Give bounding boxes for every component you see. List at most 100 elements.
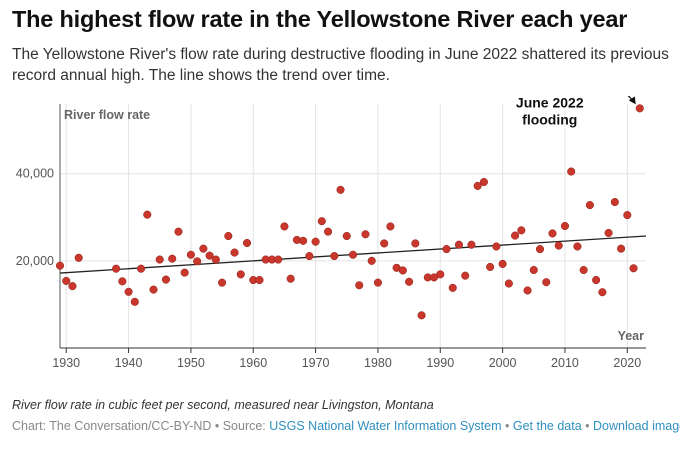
data-point	[592, 275, 601, 285]
data-point	[498, 259, 507, 268]
data-point	[604, 228, 613, 238]
data-point	[155, 255, 164, 264]
data-point	[280, 222, 289, 231]
data-point	[635, 104, 644, 113]
data-point	[205, 251, 214, 260]
data-point	[610, 197, 619, 207]
data-point	[517, 226, 526, 235]
data-point	[454, 240, 464, 249]
data-point	[535, 245, 545, 254]
data-point	[224, 231, 233, 241]
data-point	[479, 177, 488, 187]
data-point	[112, 264, 121, 273]
x-tick-label: 1970	[302, 356, 330, 370]
data-point	[405, 277, 414, 286]
data-point	[554, 241, 563, 250]
data-point	[180, 268, 189, 277]
credits-separator: •	[501, 419, 513, 433]
data-point	[255, 275, 264, 285]
data-point	[305, 252, 314, 261]
data-point	[585, 201, 594, 210]
x-axis-label: Year	[618, 329, 645, 343]
data-point	[74, 253, 83, 262]
annotation-arrowhead	[628, 96, 636, 105]
data-point	[361, 230, 370, 239]
chart-credits: Chart: The Conversation/CC-BY-ND • Sourc…	[12, 419, 680, 433]
x-tick-label: 1930	[52, 356, 80, 370]
data-point	[492, 242, 501, 251]
data-point	[623, 211, 632, 220]
data-point	[236, 270, 245, 279]
chart-subtitle: The Yellowstone River's flow rate during…	[12, 46, 669, 84]
data-point	[467, 240, 476, 249]
data-point	[218, 278, 227, 287]
x-tick-label: 1960	[239, 356, 267, 370]
data-point	[118, 277, 127, 286]
data-point	[386, 222, 395, 231]
data-point	[548, 229, 557, 238]
annotation-label: June 2022	[516, 96, 584, 110]
data-point	[143, 210, 152, 219]
get-data-link[interactable]: Get the data	[512, 419, 582, 433]
data-point	[299, 236, 308, 245]
data-point	[174, 227, 183, 236]
data-point	[130, 297, 139, 306]
data-point	[136, 264, 146, 273]
data-point	[486, 262, 495, 272]
y-axis-label: River flow rate	[64, 108, 150, 122]
x-tick-label: 2000	[489, 356, 517, 370]
x-tick-label: 1950	[177, 356, 205, 370]
data-point	[317, 217, 326, 226]
data-point	[348, 250, 358, 259]
x-tick-label: 1990	[426, 356, 454, 370]
data-point	[168, 254, 177, 263]
data-point	[380, 239, 389, 248]
x-tick-label: 1980	[364, 356, 392, 370]
data-point	[579, 265, 588, 275]
data-point	[330, 252, 339, 261]
data-point	[367, 256, 376, 265]
data-point	[311, 237, 320, 246]
annotation-label: flooding	[522, 111, 577, 127]
data-point	[68, 282, 77, 291]
data-point	[274, 255, 283, 264]
data-point	[448, 283, 457, 292]
data-point	[511, 231, 520, 240]
data-point	[242, 238, 252, 248]
data-point	[55, 261, 65, 270]
data-point	[504, 279, 513, 288]
data-point	[355, 281, 364, 290]
data-point	[542, 278, 551, 287]
data-point	[567, 167, 576, 176]
credits-text: Chart: The Conversation/CC-BY-ND • Sourc…	[12, 419, 270, 433]
data-point	[199, 244, 208, 253]
data-point	[411, 239, 420, 248]
source-link[interactable]: USGS National Water Information System	[269, 419, 502, 433]
data-point	[186, 250, 195, 259]
data-point	[436, 270, 445, 279]
download-image-link[interactable]: Download image	[593, 419, 680, 433]
data-point	[62, 276, 71, 285]
data-point	[629, 264, 638, 273]
data-point	[193, 257, 202, 266]
data-point	[161, 275, 171, 284]
data-point	[373, 278, 382, 287]
data-point	[573, 242, 582, 251]
x-tick-label: 1940	[115, 356, 143, 370]
data-point	[124, 287, 133, 296]
y-tick-label: 40,000	[16, 167, 54, 181]
data-point	[398, 266, 407, 275]
data-point	[211, 255, 220, 264]
annotation-arrow	[627, 96, 635, 103]
chart-title: The highest flow rate in the Yellowstone…	[12, 6, 628, 32]
credits-separator: •	[581, 419, 593, 433]
chart-footnote: River flow rate in cubic feet per second…	[12, 398, 434, 412]
data-point	[529, 265, 538, 275]
data-point	[336, 185, 345, 194]
x-tick-label: 2020	[613, 356, 641, 370]
data-point	[230, 248, 239, 257]
data-point	[473, 181, 482, 190]
x-tick-label: 2010	[551, 356, 579, 370]
scatter-chart: 20,000 40,000 1930 1940 1950 1960 1970 1980 1990…	[16, 96, 647, 370]
